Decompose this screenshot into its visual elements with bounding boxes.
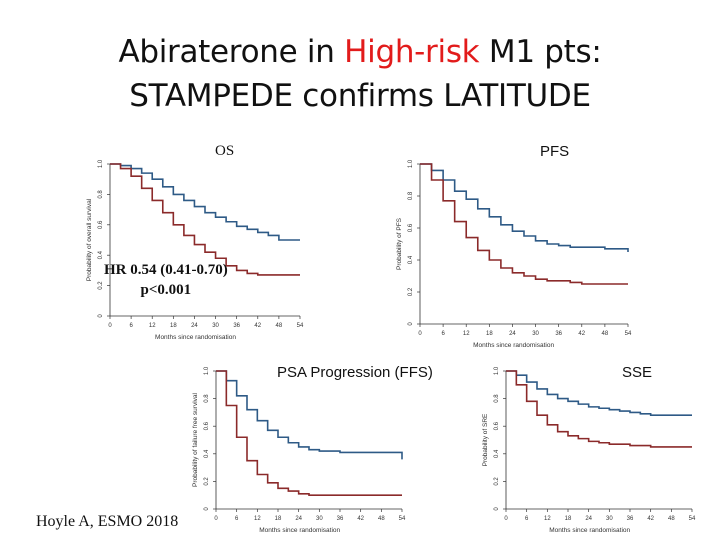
pfs-chart: 0 0.2 0.4 0.6 0.8 1.0 0 6 12 18 24 30 36 42 48 54 Months… (396, 159, 632, 349)
pfs-x-tick-label: 6 (441, 331, 445, 337)
pfs-x-tick-label: 54 (625, 331, 632, 337)
pfs-x-tick-label: 0 (418, 331, 422, 337)
pfs-y-tick-label: 0.6 (408, 223, 414, 232)
os-panel-label: OS (215, 143, 235, 159)
hazard-ratio-text: HR 0.54 (0.41-0.70) (104, 262, 228, 278)
title-line-1: Abiraterone in High-risk M1 pts: (0, 30, 720, 74)
os-y-tick-label: 0.8 (98, 190, 104, 199)
os-x-tick-label: 42 (254, 323, 261, 329)
ffs-x-tick-label: 30 (316, 516, 323, 522)
title-prefix: Abiraterone in (118, 34, 345, 70)
sse-x-tick-label: 30 (606, 516, 613, 522)
title-suffix: M1 pts: (479, 34, 602, 70)
ffs-x-axis-label: Months since randomisation (259, 527, 340, 534)
os-y-axis-label: Probability of overall survival (86, 198, 93, 281)
slide-title: Abiraterone in High-risk M1 pts: STAMPED… (0, 30, 720, 118)
pfs-series-abiraterone (420, 163, 629, 252)
ffs-x-tick-label: 12 (254, 516, 261, 522)
os-x-tick-label: 48 (276, 323, 283, 329)
ffs-y-axis-label: Probability of failure free survival (192, 392, 199, 486)
sse-x-tick-label: 18 (565, 516, 572, 522)
ffs-x-tick-label: 48 (378, 516, 385, 522)
pfs-y-tick-label: 1.0 (408, 159, 414, 168)
os-x-tick-label: 18 (170, 323, 177, 329)
os-y-tick-label: 0.4 (98, 250, 104, 259)
ffs-y-tick-label: 0.4 (204, 449, 210, 458)
ffs-x-tick-label: 0 (214, 516, 218, 522)
os-x-tick-label: 54 (297, 323, 304, 329)
pfs-x-tick-label: 12 (463, 331, 470, 337)
pfs-y-tick-label: 0.2 (408, 287, 414, 296)
os-y-tick-label: 0.2 (98, 281, 104, 290)
os-series-control (110, 163, 300, 276)
os-x-tick-label: 36 (233, 323, 240, 329)
sse-x-tick-label: 36 (627, 516, 634, 522)
citation: Hoyle A, ESMO 2018 (36, 513, 179, 530)
sse-x-tick-label: 0 (504, 516, 508, 522)
sse-y-tick-label: 0.6 (494, 421, 500, 430)
p-value-text: p<0.001 (140, 282, 192, 298)
title-highlight: High-risk (344, 34, 480, 70)
pfs-x-tick-label: 36 (555, 331, 562, 337)
os-chart: 0 0.2 0.4 0.6 0.8 1.0 0 6 12 18 24 30 36 42 48 54 Months… (86, 159, 304, 341)
sse-y-tick-label: 1.0 (494, 366, 500, 375)
sse-y-axis-label: Probability of SRE (482, 413, 489, 466)
ffs-series-control (216, 370, 402, 496)
pfs-panel-label: PFS (540, 143, 570, 160)
os-x-tick-label: 6 (129, 323, 133, 329)
ffs-panel-label: PSA Progression (FFS) (277, 364, 433, 381)
pfs-y-tick-label: 0 (408, 322, 414, 326)
ffs-x-tick-label: 6 (235, 516, 239, 522)
pfs-x-tick-label: 30 (532, 331, 539, 337)
sse-x-axis-label: Months since randomisation (549, 527, 630, 534)
pfs-series-control (420, 163, 628, 285)
sse-x-tick-label: 12 (544, 516, 551, 522)
hazard-ratio-annotation: HR 0.54 (0.41-0.70) p<0.001 (104, 260, 228, 300)
sse-chart: 0 0.2 0.4 0.6 0.8 1.0 0 6 12 18 24 30 36 42 48 54 Months… (482, 366, 696, 534)
ffs-chart: 0 0.2 0.4 0.6 0.8 1.0 0 6 12 18 24 30 36 42 48 54 Months… (192, 366, 406, 534)
pfs-x-axis-label: Months since randomisation (473, 342, 554, 349)
sse-y-tick-label: 0.8 (494, 394, 500, 403)
os-y-tick-label: 0 (98, 314, 104, 318)
os-x-tick-label: 30 (212, 323, 219, 329)
sse-x-tick-label: 48 (668, 516, 675, 522)
sse-y-tick-label: 0.4 (494, 449, 500, 458)
os-y-tick-label: 0.6 (98, 220, 104, 229)
ffs-x-tick-label: 18 (275, 516, 282, 522)
os-x-tick-label: 24 (191, 323, 198, 329)
ffs-x-tick-label: 24 (295, 516, 302, 522)
title-line-2: STAMPEDE confirms LATITUDE (129, 78, 591, 114)
sse-series-abiraterone (506, 370, 692, 416)
ffs-x-tick-label: 42 (357, 516, 364, 522)
ffs-x-tick-label: 54 (399, 516, 406, 522)
sse-y-tick-label: 0 (494, 507, 500, 511)
ffs-x-tick-label: 36 (337, 516, 344, 522)
os-series-abiraterone (110, 163, 300, 241)
sse-x-tick-label: 42 (647, 516, 654, 522)
ffs-series-abiraterone (216, 370, 403, 460)
os-x-axis-label: Months since randomisation (155, 334, 236, 341)
pfs-x-tick-label: 24 (509, 331, 516, 337)
pfs-x-tick-label: 42 (578, 331, 585, 337)
pfs-y-tick-label: 0.8 (408, 191, 414, 200)
ffs-y-tick-label: 0.8 (204, 394, 210, 403)
sse-series-control (506, 370, 692, 448)
sse-y-tick-label: 0.2 (494, 477, 500, 486)
pfs-y-tick-label: 0.4 (408, 255, 414, 264)
ffs-y-tick-label: 0.2 (204, 477, 210, 486)
pfs-x-tick-label: 18 (486, 331, 493, 337)
os-x-tick-label: 12 (149, 323, 156, 329)
os-x-tick-label: 0 (108, 323, 112, 329)
ffs-y-tick-label: 1.0 (204, 366, 210, 375)
pfs-x-tick-label: 48 (602, 331, 609, 337)
os-y-tick-label: 1.0 (98, 159, 104, 168)
sse-panel-label: SSE (622, 364, 653, 381)
sse-x-tick-label: 54 (689, 516, 696, 522)
ffs-y-tick-label: 0 (204, 507, 210, 511)
ffs-y-tick-label: 0.6 (204, 421, 210, 430)
pfs-y-axis-label: Probability of PFS (396, 217, 403, 270)
sse-x-tick-label: 6 (525, 516, 529, 522)
sse-x-tick-label: 24 (585, 516, 592, 522)
